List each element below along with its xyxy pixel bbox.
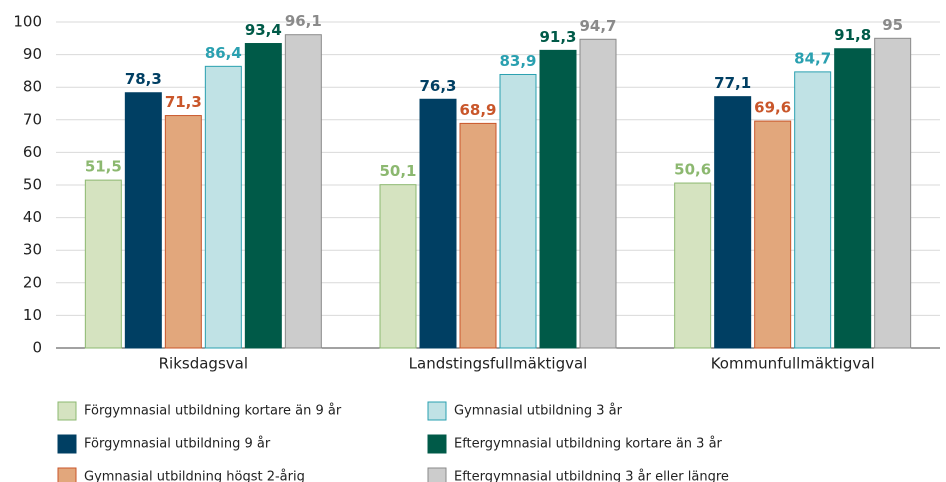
bar bbox=[284, 34, 322, 349]
legend-swatch bbox=[57, 434, 77, 454]
y-tick-label: 100 bbox=[13, 13, 42, 31]
legend-swatch bbox=[427, 401, 447, 421]
value-label: 86,4 bbox=[205, 44, 242, 62]
y-tick-label: 70 bbox=[23, 110, 42, 128]
y-tick-label: 10 bbox=[23, 306, 42, 324]
bar bbox=[579, 38, 617, 349]
legend-label: Eftergymnasial utbildning 3 år eller län… bbox=[454, 470, 729, 482]
bar bbox=[84, 179, 122, 349]
legend-swatch bbox=[57, 401, 77, 421]
value-label: 91,3 bbox=[539, 28, 576, 46]
bar bbox=[834, 48, 872, 349]
value-label: 50,6 bbox=[674, 161, 711, 179]
bar bbox=[794, 71, 832, 349]
value-label: 77,1 bbox=[714, 74, 751, 92]
value-label: 68,9 bbox=[459, 101, 496, 119]
bar bbox=[459, 122, 497, 349]
bar bbox=[419, 98, 457, 349]
legend-swatch bbox=[57, 467, 77, 482]
y-tick-label: 50 bbox=[23, 176, 42, 194]
legend-label: Eftergymnasial utbildning kortare än 3 å… bbox=[454, 437, 723, 452]
y-tick-label: 90 bbox=[23, 45, 42, 63]
bar bbox=[244, 43, 282, 349]
legend-swatch bbox=[427, 434, 447, 454]
value-label: 95 bbox=[882, 16, 903, 34]
legend-label: Gymnasial utbildning 3 år bbox=[454, 404, 623, 419]
value-label: 51,5 bbox=[85, 158, 122, 176]
y-tick-label: 40 bbox=[23, 208, 42, 226]
x-tick-label: Kommunfullmäktigval bbox=[711, 355, 875, 373]
value-label: 84,7 bbox=[794, 49, 831, 67]
value-label: 76,3 bbox=[419, 77, 456, 95]
value-label: 50,1 bbox=[379, 162, 416, 180]
value-label: 93,4 bbox=[245, 21, 282, 39]
value-label: 78,3 bbox=[125, 70, 162, 88]
value-label: 94,7 bbox=[579, 17, 616, 35]
legend-label: Förgymnasial utbildning 9 år bbox=[84, 437, 271, 452]
y-tick-label: 20 bbox=[23, 273, 42, 291]
bar bbox=[674, 182, 712, 349]
bar bbox=[874, 37, 912, 349]
bar bbox=[379, 184, 417, 349]
x-tick-label: Riksdagsval bbox=[159, 355, 248, 373]
value-label: 83,9 bbox=[499, 52, 536, 70]
value-label: 91,8 bbox=[834, 26, 871, 44]
legend-label: Gymnasial utbildning högst 2-årig bbox=[84, 470, 305, 482]
value-label: 69,6 bbox=[754, 99, 791, 117]
legend-label: Förgymnasial utbildning kortare än 9 år bbox=[84, 404, 342, 419]
y-tick-label: 30 bbox=[23, 241, 42, 259]
bar bbox=[714, 96, 752, 349]
bar bbox=[499, 73, 537, 349]
value-label: 96,1 bbox=[285, 12, 322, 30]
bar bbox=[124, 92, 162, 349]
value-label: 71,3 bbox=[165, 93, 202, 111]
y-tick-label: 0 bbox=[32, 339, 42, 357]
bar bbox=[204, 65, 242, 349]
x-tick-label: Landstingsfullmäktigval bbox=[409, 355, 588, 373]
y-tick-label: 60 bbox=[23, 143, 42, 161]
bar bbox=[164, 115, 202, 349]
bar bbox=[539, 49, 577, 349]
bar bbox=[754, 120, 792, 349]
y-tick-label: 80 bbox=[23, 78, 42, 96]
legend-swatch bbox=[427, 467, 447, 482]
